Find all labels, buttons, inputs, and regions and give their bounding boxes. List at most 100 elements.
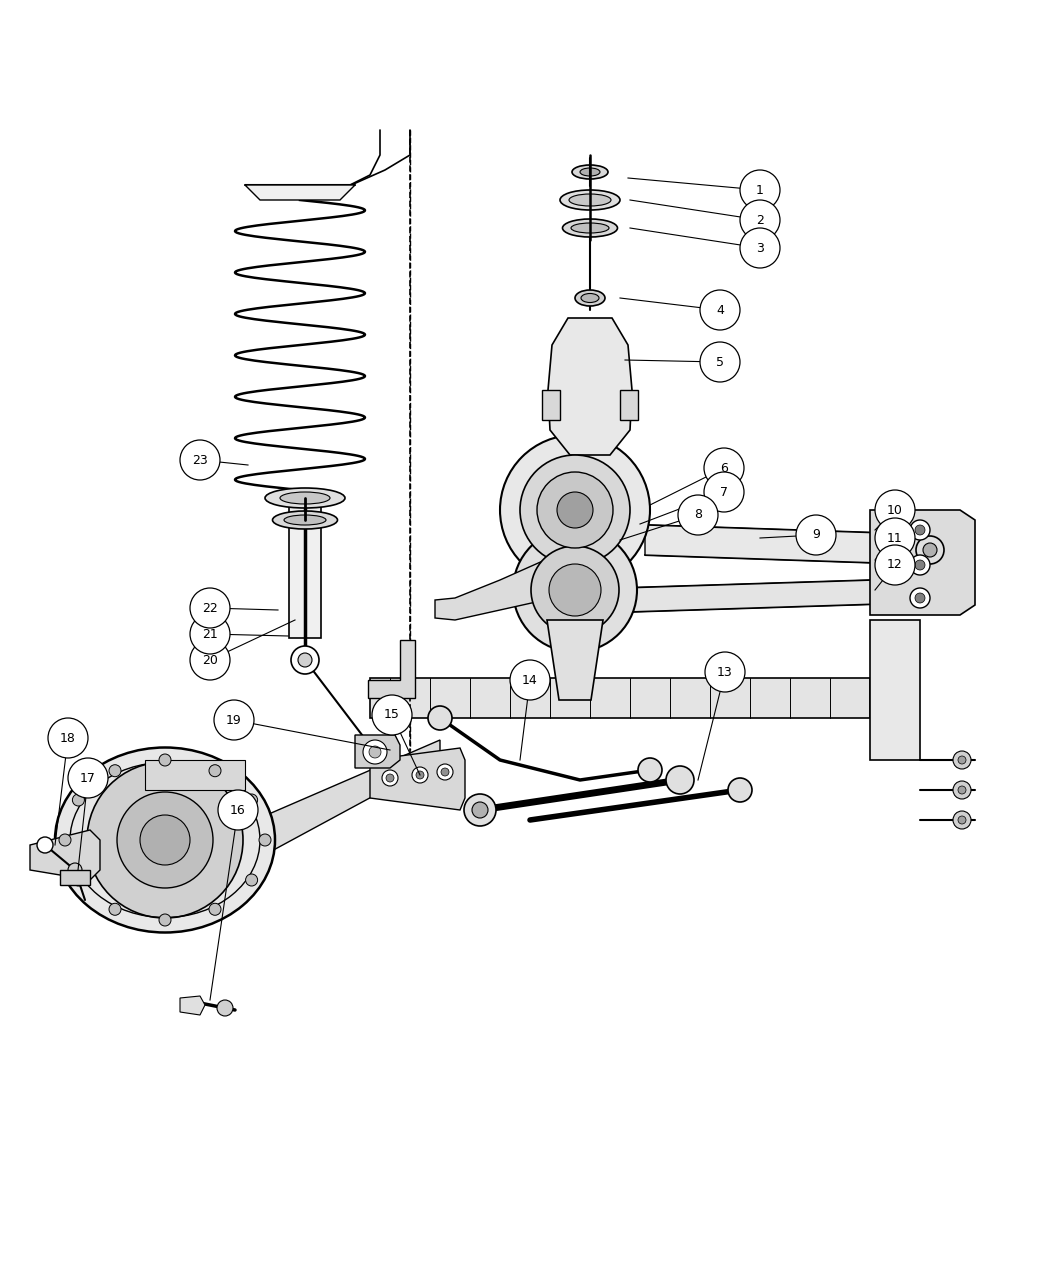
Ellipse shape: [569, 194, 611, 207]
Circle shape: [428, 706, 452, 731]
Polygon shape: [548, 317, 632, 455]
Circle shape: [214, 700, 254, 739]
Text: 10: 10: [887, 504, 903, 516]
Circle shape: [510, 660, 550, 700]
Polygon shape: [547, 620, 603, 700]
Circle shape: [37, 836, 52, 853]
Circle shape: [246, 794, 257, 806]
Circle shape: [68, 863, 82, 877]
Circle shape: [916, 536, 944, 564]
Circle shape: [915, 560, 925, 570]
Circle shape: [382, 770, 398, 785]
Bar: [289, 499, 321, 638]
Polygon shape: [180, 996, 205, 1015]
Text: 17: 17: [80, 771, 96, 784]
Circle shape: [209, 765, 220, 776]
Text: 15: 15: [384, 709, 400, 722]
Text: 9: 9: [812, 529, 820, 542]
Circle shape: [740, 228, 780, 268]
Polygon shape: [255, 740, 440, 861]
Circle shape: [700, 289, 740, 330]
Circle shape: [678, 495, 718, 536]
Circle shape: [728, 778, 752, 802]
Circle shape: [372, 695, 412, 734]
Circle shape: [537, 472, 613, 548]
Text: 2: 2: [756, 213, 764, 227]
Circle shape: [531, 546, 619, 634]
Ellipse shape: [575, 289, 605, 306]
Circle shape: [953, 782, 971, 799]
Circle shape: [910, 555, 930, 575]
Text: 20: 20: [202, 654, 218, 667]
Circle shape: [953, 811, 971, 829]
Circle shape: [700, 342, 740, 382]
Text: 13: 13: [717, 666, 733, 678]
Text: 21: 21: [202, 627, 218, 640]
Ellipse shape: [265, 488, 345, 507]
Polygon shape: [625, 578, 940, 612]
Circle shape: [704, 448, 744, 488]
Circle shape: [217, 1000, 233, 1016]
Circle shape: [520, 455, 630, 565]
Circle shape: [140, 815, 190, 864]
Circle shape: [48, 718, 88, 759]
Polygon shape: [30, 830, 100, 880]
Circle shape: [875, 518, 915, 558]
Ellipse shape: [563, 219, 617, 237]
Circle shape: [796, 515, 836, 555]
Ellipse shape: [280, 492, 330, 504]
Circle shape: [209, 903, 220, 915]
Text: 8: 8: [694, 509, 702, 521]
Text: 23: 23: [192, 454, 208, 467]
Circle shape: [441, 768, 449, 776]
Circle shape: [472, 802, 488, 819]
Text: 3: 3: [756, 241, 764, 255]
Circle shape: [87, 762, 243, 918]
Polygon shape: [245, 185, 355, 200]
Ellipse shape: [572, 164, 608, 178]
Circle shape: [923, 543, 937, 557]
Circle shape: [740, 200, 780, 240]
Text: 12: 12: [887, 558, 903, 571]
Circle shape: [190, 615, 230, 654]
Ellipse shape: [571, 223, 609, 233]
Circle shape: [416, 771, 424, 779]
Circle shape: [513, 528, 637, 652]
Text: 4: 4: [716, 303, 723, 316]
Polygon shape: [870, 510, 975, 615]
Polygon shape: [542, 390, 560, 419]
Circle shape: [875, 490, 915, 530]
Text: 1: 1: [756, 184, 764, 196]
Circle shape: [298, 653, 312, 667]
Circle shape: [958, 816, 966, 824]
Text: 14: 14: [522, 673, 538, 686]
Circle shape: [910, 588, 930, 608]
Text: 19: 19: [226, 714, 242, 727]
Circle shape: [958, 756, 966, 764]
Circle shape: [666, 766, 694, 794]
Circle shape: [246, 873, 257, 886]
Circle shape: [915, 593, 925, 603]
Ellipse shape: [581, 293, 598, 302]
Circle shape: [704, 472, 744, 513]
Circle shape: [875, 544, 915, 585]
Circle shape: [117, 792, 213, 887]
Text: 22: 22: [202, 602, 218, 615]
Circle shape: [910, 520, 930, 541]
Polygon shape: [145, 760, 245, 790]
Circle shape: [556, 492, 593, 528]
Circle shape: [915, 525, 925, 536]
Circle shape: [369, 746, 381, 759]
Circle shape: [72, 873, 84, 886]
Text: 7: 7: [720, 486, 728, 499]
Ellipse shape: [560, 190, 619, 210]
Polygon shape: [435, 560, 545, 620]
Circle shape: [109, 765, 121, 776]
Circle shape: [638, 759, 662, 782]
Polygon shape: [370, 678, 870, 718]
Text: 18: 18: [60, 732, 76, 745]
Circle shape: [259, 834, 271, 847]
Circle shape: [464, 794, 496, 826]
Text: 16: 16: [230, 803, 246, 816]
Circle shape: [190, 588, 230, 629]
